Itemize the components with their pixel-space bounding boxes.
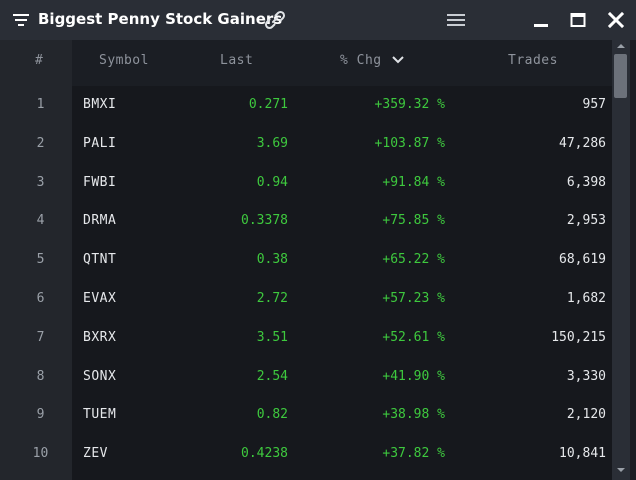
row-symbol: QTNT xyxy=(83,252,117,268)
row-pct-change: +38.98 % xyxy=(382,407,445,423)
row-symbol: PALI xyxy=(83,135,117,151)
table-row[interactable]: 9 TUEM 0.82 +38.98 % 2,120 xyxy=(0,396,612,435)
table-row[interactable]: 7 BXRX 3.51 +52.61 % 150,215 xyxy=(0,319,612,358)
data-grid-background xyxy=(72,86,612,480)
row-symbol: SONX xyxy=(83,368,117,384)
row-last-price: 0.82 xyxy=(256,407,288,423)
row-trades: 68,619 xyxy=(559,252,606,268)
table-row[interactable]: 3 FWBI 0.94 +91.84 % 6,398 xyxy=(0,164,612,203)
row-symbol: FWBI xyxy=(83,174,117,190)
row-pct-change: +75.85 % xyxy=(382,213,445,229)
row-pct-change: +359.32 % xyxy=(374,97,445,112)
row-rank: 2 xyxy=(36,135,45,151)
table-row[interactable]: 2 PALI 3.69 +103.87 % 47,286 xyxy=(0,125,612,164)
row-pct-change: +37.82 % xyxy=(382,446,445,462)
row-symbol: BMXI xyxy=(83,97,117,112)
row-last-price: 0.3378 xyxy=(241,213,288,229)
column-header-symbol[interactable]: Symbol xyxy=(99,53,149,68)
row-pct-change: +41.90 % xyxy=(382,368,445,384)
filter-lines-icon[interactable] xyxy=(12,12,30,28)
column-header-rank[interactable]: # xyxy=(35,53,44,68)
left-gutter xyxy=(0,40,10,480)
row-rank: 5 xyxy=(36,252,45,268)
link-chain-icon[interactable] xyxy=(264,9,286,31)
scroll-up-arrow-icon[interactable] xyxy=(616,42,626,50)
row-last-price: 0.38 xyxy=(256,252,288,268)
row-symbol: BXRX xyxy=(83,329,117,345)
row-trades: 150,215 xyxy=(551,329,606,345)
row-symbol: DRMA xyxy=(83,213,117,229)
row-symbol: TUEM xyxy=(83,407,117,423)
row-rank: 6 xyxy=(36,290,45,306)
table-row[interactable]: 1 BMXI 0.271 +359.32 % 957 xyxy=(0,86,612,125)
table-row[interactable]: 4 DRMA 0.3378 +75.85 % 2,953 xyxy=(0,202,612,241)
row-rank: 4 xyxy=(36,213,45,229)
row-trades: 957 xyxy=(582,97,606,112)
hamburger-menu-icon[interactable] xyxy=(446,11,466,29)
row-symbol: EVAX xyxy=(83,290,117,306)
close-icon[interactable] xyxy=(606,11,626,29)
row-rank: 10 xyxy=(32,446,49,462)
row-last-price: 0.271 xyxy=(248,97,288,112)
row-pct-change: +91.84 % xyxy=(382,174,445,190)
table-header-row: # Symbol Last % Chg Trades xyxy=(0,40,612,84)
row-last-price: 2.72 xyxy=(256,290,288,306)
row-last-price: 0.4238 xyxy=(241,446,288,462)
row-rank: 7 xyxy=(36,329,45,345)
column-header-last[interactable]: Last xyxy=(220,53,254,68)
row-rank: 8 xyxy=(36,368,45,384)
scroll-down-arrow-icon[interactable] xyxy=(616,466,626,474)
row-pct-change: +65.22 % xyxy=(382,252,445,268)
row-rank: 3 xyxy=(36,174,45,190)
row-trades: 10,841 xyxy=(559,446,606,462)
row-last-price: 3.51 xyxy=(256,329,288,345)
window-title: Biggest Penny Stock Gainers xyxy=(38,10,283,28)
column-header-pct-change[interactable]: % Chg xyxy=(340,53,382,68)
row-rank: 1 xyxy=(36,97,45,112)
row-last-price: 0.94 xyxy=(256,174,288,190)
row-pct-change: +52.61 % xyxy=(382,329,445,345)
vertical-scrollbar[interactable] xyxy=(612,40,630,480)
row-trades: 6,398 xyxy=(566,174,606,190)
scrollbar-thumb[interactable] xyxy=(614,54,627,98)
table-row[interactable]: 10 ZEV 0.4238 +37.82 % 10,841 xyxy=(0,435,612,474)
row-trades: 2,120 xyxy=(566,407,606,423)
table-body: 1 BMXI 0.271 +359.32 % 957 2 PALI 3.69 +… xyxy=(0,86,612,474)
chevron-down-icon[interactable] xyxy=(392,55,404,65)
table-row[interactable]: 6 EVAX 2.72 +57.23 % 1,682 xyxy=(0,280,612,319)
minimize-icon[interactable] xyxy=(531,11,551,29)
row-last-price: 3.69 xyxy=(256,135,288,151)
row-pct-change: +103.87 % xyxy=(374,135,445,151)
table-row[interactable]: 5 QTNT 0.38 +65.22 % 68,619 xyxy=(0,241,612,280)
row-trades: 1,682 xyxy=(566,290,606,306)
row-pct-change: +57.23 % xyxy=(382,290,445,306)
row-trades: 2,953 xyxy=(566,213,606,229)
window-right-border xyxy=(630,40,636,480)
row-symbol: ZEV xyxy=(83,446,108,462)
rank-column-background xyxy=(10,40,72,480)
row-last-price: 2.54 xyxy=(256,368,288,384)
maximize-icon[interactable] xyxy=(568,11,588,29)
row-trades: 47,286 xyxy=(559,135,606,151)
row-rank: 9 xyxy=(36,407,45,423)
table-row[interactable]: 8 SONX 2.54 +41.90 % 3,330 xyxy=(0,358,612,397)
title-bar[interactable]: Biggest Penny Stock Gainers xyxy=(0,0,636,40)
row-trades: 3,330 xyxy=(566,368,606,384)
column-header-trades[interactable]: Trades xyxy=(508,53,558,68)
